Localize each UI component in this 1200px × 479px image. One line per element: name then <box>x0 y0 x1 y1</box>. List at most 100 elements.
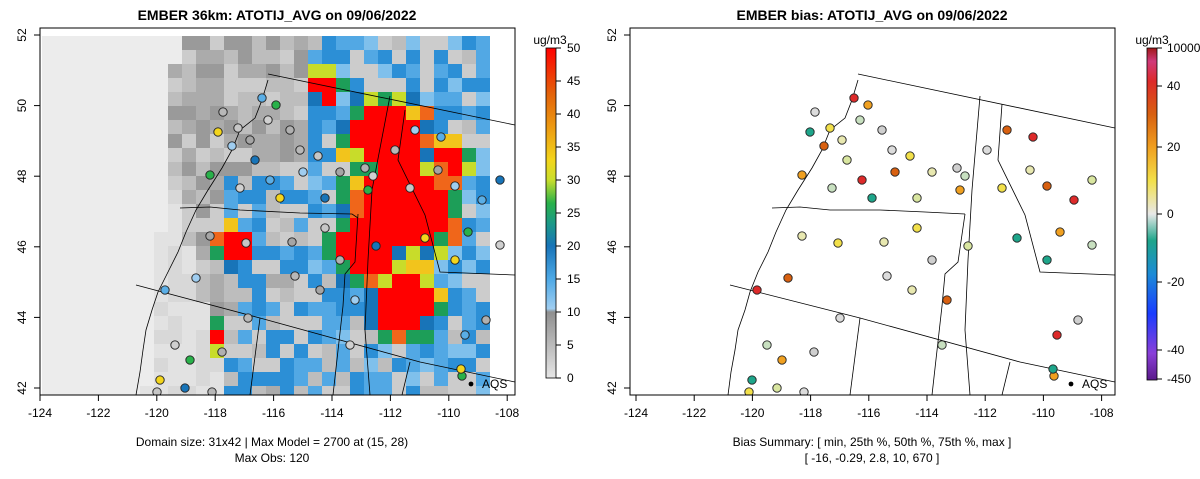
x-tick-label: -116 <box>262 406 285 420</box>
right-y-axis: 42 44 46 48 50 52 <box>605 28 630 395</box>
model-grid-cell <box>308 274 322 288</box>
model-grid-cell <box>336 120 350 134</box>
model-grid-cell <box>308 92 322 106</box>
station-marker <box>783 273 793 283</box>
model-grid-cell <box>154 162 168 176</box>
station-marker <box>805 127 815 137</box>
bias-summary-values: [ -16, -0.29, 2.8, 10, 670 ] <box>805 451 940 465</box>
model-grid-cell <box>112 232 126 246</box>
model-grid-cell <box>280 36 294 50</box>
model-grid-cell <box>462 316 476 330</box>
model-grid-cell <box>210 386 224 395</box>
model-grid-cell <box>266 288 280 302</box>
colorbar-tick-label: 0 <box>1167 207 1174 221</box>
model-grid-cell <box>42 176 56 190</box>
model-grid-cell <box>336 288 350 302</box>
model-grid-cell <box>476 176 490 190</box>
model-grid-cell <box>154 232 168 246</box>
station-marker <box>882 271 892 281</box>
station-marker <box>863 100 873 110</box>
model-grid-cell <box>252 190 266 204</box>
model-grid-cell <box>364 302 378 316</box>
model-grid-cell <box>168 162 182 176</box>
station-marker <box>1028 132 1038 142</box>
model-grid-cell <box>476 274 490 288</box>
model-grid-cell <box>238 260 252 274</box>
model-grid-cell <box>350 204 364 218</box>
station-marker <box>1048 364 1058 374</box>
model-grid-cell <box>112 120 126 134</box>
model-grid-cell <box>364 358 378 372</box>
model-grid-cell <box>406 274 420 288</box>
model-grid-cell <box>56 50 70 64</box>
station-marker <box>1073 315 1083 325</box>
model-grid-cell <box>266 148 280 162</box>
model-grid-cell <box>266 218 280 232</box>
model-grid-cell <box>434 78 448 92</box>
model-grid-cell <box>308 316 322 330</box>
station-marker <box>456 364 466 374</box>
y-tick-label: 42 <box>605 381 619 395</box>
station-marker <box>233 123 243 133</box>
model-grid-cell <box>378 358 392 372</box>
model-grid-cell <box>196 92 210 106</box>
x-tick-label: -118 <box>799 406 822 420</box>
model-grid-cell <box>98 316 112 330</box>
model-grid-cell <box>420 148 434 162</box>
model-grid-cell <box>322 92 336 106</box>
model-grid-cell <box>126 274 140 288</box>
station-marker <box>762 340 772 350</box>
station-marker <box>180 383 190 393</box>
model-grid-cell <box>140 288 154 302</box>
model-grid-cell <box>126 372 140 386</box>
station-marker <box>320 193 330 203</box>
model-grid-cell <box>84 386 98 395</box>
model-grid-cell <box>126 260 140 274</box>
model-grid-cell <box>476 36 490 50</box>
model-grid-cell <box>252 134 266 148</box>
model-grid-cell <box>84 92 98 106</box>
model-grid-cell <box>112 50 126 64</box>
model-grid-cell <box>140 120 154 134</box>
x-tick-label: -108 <box>495 406 519 420</box>
model-grid-cell <box>238 162 252 176</box>
model-grid-cell <box>126 120 140 134</box>
model-grid-cell <box>350 106 364 120</box>
model-grid-cell <box>98 204 112 218</box>
model-grid-cell <box>140 372 154 386</box>
model-grid-cell <box>70 330 84 344</box>
model-grid-cell <box>42 344 56 358</box>
model-grid-cell <box>462 274 476 288</box>
model-grid-cell <box>322 260 336 274</box>
model-grid-cell <box>168 316 182 330</box>
model-grid-cell <box>84 106 98 120</box>
model-grid-cell <box>364 134 378 148</box>
model-grid-cell <box>336 36 350 50</box>
model-grid-cell <box>392 36 406 50</box>
model-grid-cell <box>210 148 224 162</box>
mt-border-right <box>997 103 1115 276</box>
model-grid-cell <box>476 218 490 232</box>
model-grid-cell <box>420 330 434 344</box>
left-plot-frame <box>39 27 516 396</box>
model-grid-cell <box>322 78 336 92</box>
station-marker <box>867 193 877 203</box>
station-marker <box>819 141 829 151</box>
model-grid-cell <box>378 372 392 386</box>
model-grid-cell <box>252 218 266 232</box>
model-grid-cell <box>392 176 406 190</box>
model-grid-cell <box>378 190 392 204</box>
station-marker <box>833 238 843 248</box>
canada-border-right <box>857 73 1115 129</box>
model-grid-cell <box>140 36 154 50</box>
model-grid-cell <box>168 50 182 64</box>
model-grid-cell <box>462 302 476 316</box>
station-marker <box>360 163 370 173</box>
model-grid-cell <box>238 302 252 316</box>
model-grid-cell <box>56 358 70 372</box>
station-marker <box>298 167 308 177</box>
model-grid-cell <box>266 134 280 148</box>
model-grid-cell <box>126 288 140 302</box>
station-marker <box>1055 227 1065 237</box>
model-grid-cell <box>280 302 294 316</box>
